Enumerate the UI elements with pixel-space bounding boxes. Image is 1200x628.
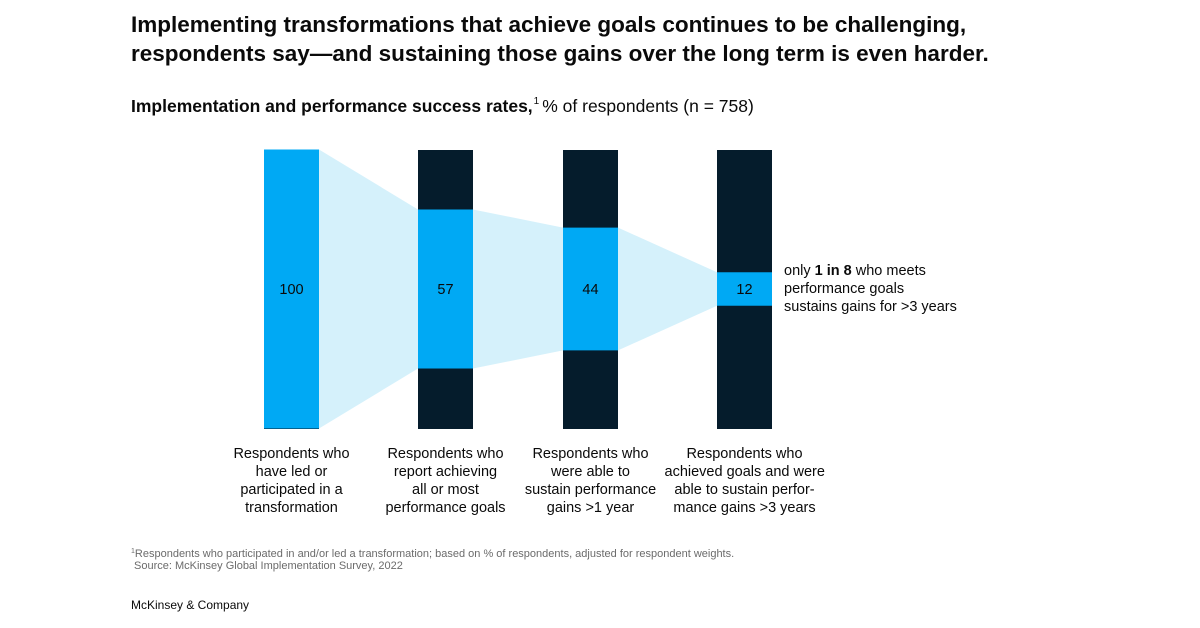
category-label-line: achieved goals and were: [664, 464, 825, 480]
category-label-line: able to sustain perfor-: [674, 482, 815, 498]
footnote-marker: 1: [131, 548, 135, 555]
chart-title-line-1: Implementing transformations that achiev…: [131, 12, 967, 37]
category-label-line: transformation: [245, 500, 338, 516]
annotation-line-2: performance goals: [784, 281, 905, 297]
annotation-line-3: sustains gains for >3 years: [784, 299, 957, 315]
chart-title-line-2: respondents say—and sustaining those gai…: [131, 41, 989, 66]
category-label-line: gains >1 year: [546, 500, 635, 516]
bar-data-label: 12: [736, 282, 752, 298]
subtitle-unit: % of respondents (n = 758): [542, 96, 754, 116]
category-label-line: report achieving: [393, 464, 498, 480]
category-label: Respondents who report achieving all or mo…: [366, 445, 526, 517]
category-label: Respondents who were able to sustain perfo…: [511, 445, 671, 517]
category-label-line: have led or: [255, 464, 328, 480]
bar-value: [717, 272, 772, 306]
category-label-line: performance goals: [385, 500, 506, 516]
source-note: Source: McKinsey Global Implementation S…: [134, 560, 403, 572]
bar-value: [563, 227, 618, 351]
category-label-line: all or most: [412, 482, 479, 498]
category-label-line: Respondents who: [532, 446, 649, 462]
footnote-text: Respondents who participated in and/or l…: [134, 548, 735, 560]
category-label-line: Respondents who: [387, 446, 504, 462]
annotation-callout: only 1 in 8 who meets performance goals …: [784, 262, 957, 316]
category-label-line: Respondents who: [233, 446, 350, 462]
bar-value: [418, 209, 473, 369]
annotation-emphasis: 1 in 8: [814, 263, 852, 279]
funnel-connector: [618, 227, 717, 351]
category-label-line: sustain performance: [524, 482, 657, 498]
chart-title: Implementing transformations that achiev…: [131, 10, 1131, 68]
category-label: Respondents who have led or participated i…: [212, 445, 372, 517]
annotation-line-1-suffix: who meets: [851, 263, 926, 279]
funnel-connector: [319, 149, 418, 429]
bar-data-label: 100: [279, 282, 303, 298]
subtitle-footnote-ref: 1: [533, 96, 540, 107]
brand-logo-text: McKinsey & Company: [131, 598, 250, 612]
subtitle-main: Implementation and performance success r…: [131, 96, 533, 116]
category-label-line: mance gains >3 years: [673, 500, 816, 516]
category-label: Respondents who achieved goals and were ab…: [665, 445, 825, 517]
annotation-line-1: only 1 in 8 who meets: [784, 262, 957, 280]
chart-subtitle: Implementation and performance success r…: [131, 96, 754, 117]
footnote: 1Respondents who participated in and/or …: [131, 545, 734, 561]
bar-data-label: 44: [582, 282, 598, 298]
bar-data-label: 57: [437, 282, 453, 298]
category-label-line: were able to: [551, 464, 630, 480]
funnel-connector: [473, 209, 563, 369]
bar-value: [264, 149, 319, 429]
annotation-prefix: only: [784, 263, 815, 279]
category-label-line: Respondents who: [686, 446, 803, 462]
category-label-line: participated in a: [240, 482, 343, 498]
